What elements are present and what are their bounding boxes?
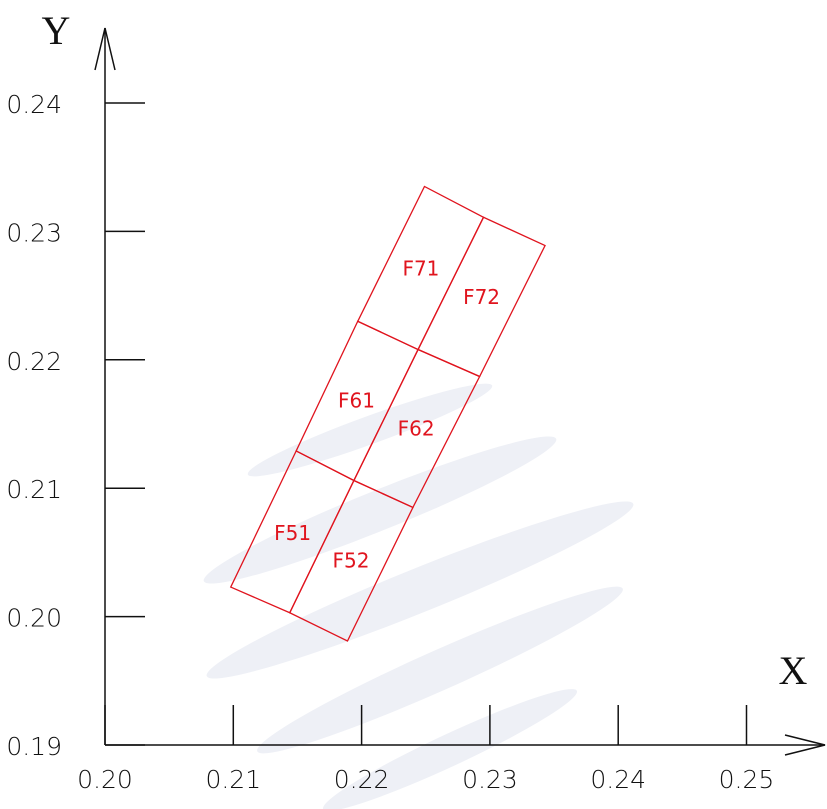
x-tick-label: 0.22	[334, 765, 390, 794]
cell-label: F62	[398, 416, 435, 440]
cell-label: F71	[402, 257, 439, 281]
y-tick-label: 0.23	[6, 218, 62, 247]
y-tick-label: 0.22	[6, 347, 62, 376]
y-tick-label: 0.20	[6, 604, 62, 633]
x-tick-label: 0.24	[590, 765, 646, 794]
x-tick-label: 0.25	[719, 765, 775, 794]
cell	[417, 216, 546, 378]
y-tick-label: 0.21	[6, 475, 62, 504]
cell-label: F51	[274, 521, 311, 545]
y-tick-label: 0.19	[6, 732, 62, 761]
y-axis-title: Y	[42, 8, 71, 53]
cell-label: F52	[333, 548, 370, 572]
y-tick-label: 0.24	[6, 90, 62, 119]
x-tick-label: 0.23	[462, 765, 518, 794]
axes	[94, 27, 826, 756]
x-tick-label: 0.21	[205, 765, 261, 794]
cell-label: F61	[338, 389, 375, 413]
x-tick-label: 0.20	[77, 765, 133, 794]
cell-label: F72	[463, 285, 500, 309]
x-axis-title: X	[779, 648, 808, 693]
watermark	[203, 383, 634, 809]
